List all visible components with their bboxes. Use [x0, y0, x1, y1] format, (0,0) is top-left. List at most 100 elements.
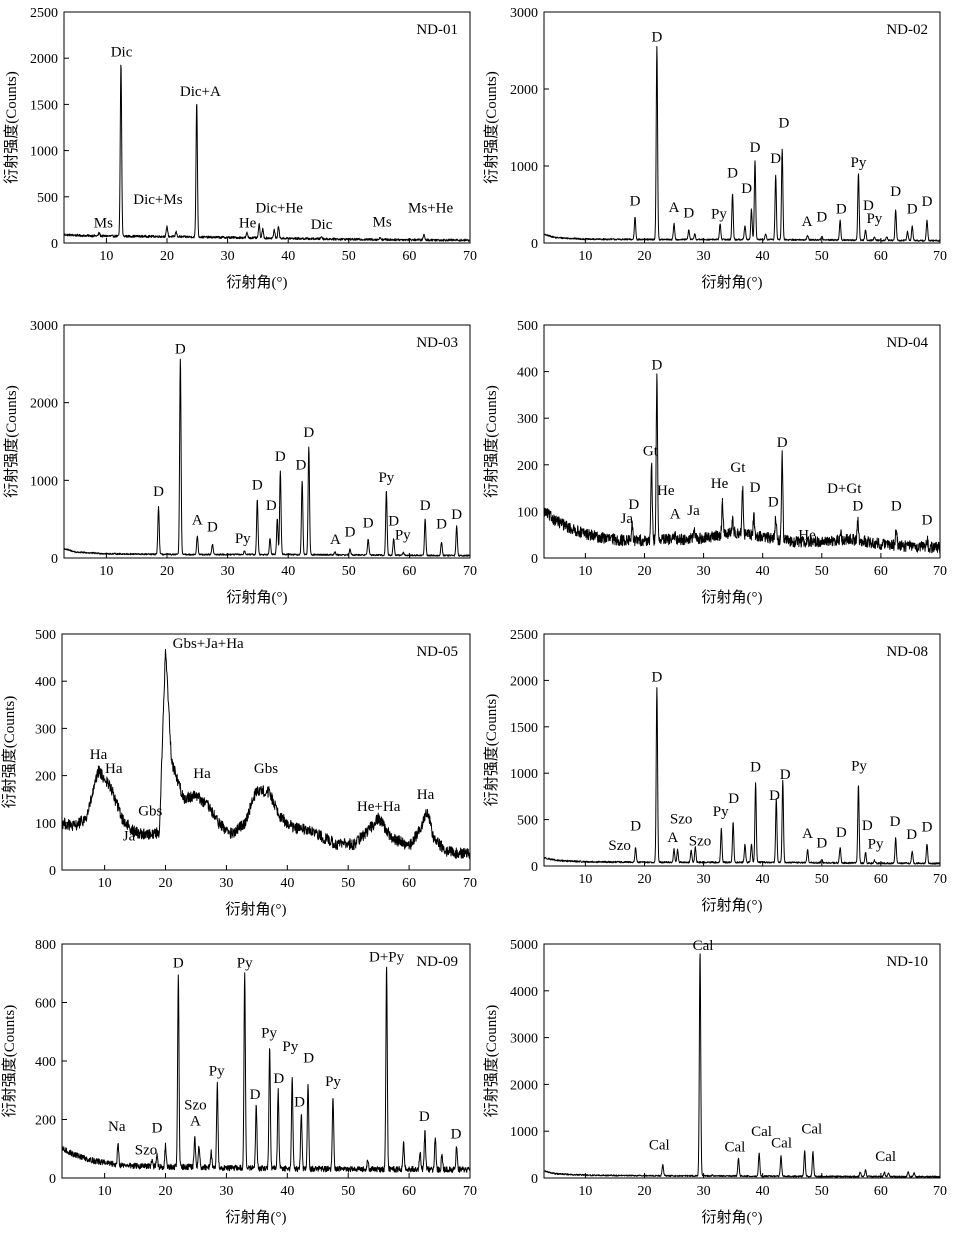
peak-annotation: Szo: [670, 811, 693, 827]
x-tick-label: 30: [697, 872, 711, 887]
peak-annotation: D: [152, 1121, 163, 1137]
x-axis-title: 衍射角(°): [702, 897, 763, 914]
chart-panel-nd-08: 10 20 30 40 50 60 70 0 500 1000 1500 2000 2500 衍射角(°)…: [483, 628, 947, 914]
y-tick-label: 2000: [510, 1078, 538, 1093]
x-tick-label: 30: [219, 1184, 233, 1199]
peak-annotation: Ha: [90, 747, 108, 763]
x-tick-label: 40: [281, 249, 295, 264]
peak-annotation: Cal: [875, 1149, 896, 1165]
peak-annotation: D: [388, 513, 399, 529]
plot-frame: [543, 324, 941, 559]
peak-annotation: Ha: [193, 766, 211, 782]
y-tick-label: 2000: [30, 397, 58, 412]
x-tick-label: 20: [637, 1184, 651, 1199]
x-tick-label: 50: [341, 876, 355, 891]
peak-annotation: D: [451, 1127, 462, 1143]
x-tick-label: 50: [342, 564, 356, 579]
y-tick-label: 200: [35, 770, 56, 785]
peak-annotation: D: [768, 495, 779, 511]
x-tick-label: 40: [756, 872, 770, 887]
y-tick-label: 1000: [510, 160, 538, 175]
peak-annotation: Gt: [730, 460, 746, 476]
x-tick-label: 60: [874, 249, 888, 264]
plot-frame: [61, 943, 471, 1179]
peak-annotation: D: [651, 29, 662, 45]
y-axis-title: 衍射强度(Counts): [1, 696, 18, 809]
chart-panel-nd-01: 10 20 30 40 50 60 70 0 500 1000 1500 2000 2500 衍射角(°)…: [3, 6, 477, 291]
peak-annotation: D: [777, 435, 788, 451]
peak-annotation: D: [651, 357, 662, 373]
peak-annotation: Cal: [801, 1122, 822, 1138]
x-tick-label: 20: [637, 249, 651, 264]
peak-annotation: He: [798, 527, 816, 543]
peak-annotation: D: [303, 1050, 314, 1066]
x-tick-label: 40: [281, 564, 295, 579]
y-tick-label: 400: [35, 1055, 56, 1070]
peak-annotation: Py: [209, 1064, 225, 1080]
plot-frame: [543, 633, 941, 867]
peak-annotation: D: [628, 497, 639, 513]
x-tick-label: 40: [756, 564, 770, 579]
peak-annotation: D: [294, 1094, 305, 1110]
peak-annotation: D: [922, 512, 933, 528]
y-tick-label: 400: [35, 675, 56, 690]
y-tick-label: 500: [37, 191, 58, 206]
peak-annotation: D: [173, 955, 184, 971]
y-tick-label: 300: [517, 412, 538, 427]
peak-annotation: Py: [235, 531, 251, 547]
y-tick-label: 100: [517, 505, 538, 520]
sample-title: ND-02: [886, 22, 928, 38]
peak-annotation: A: [802, 826, 813, 842]
plot-frame: [543, 943, 941, 1179]
peak-annotation: Py: [395, 527, 411, 543]
peak-annotation: Py: [851, 155, 867, 171]
xrd-pattern-line: [543, 373, 941, 554]
chart-panel-nd-10: 10 20 30 40 50 60 70 0 1000 2000 3000 4000 5000 衍射角(°…: [483, 938, 947, 1226]
peak-annotation: Py: [261, 1026, 277, 1042]
y-tick-label: 3000: [510, 1032, 538, 1047]
y-tick-label: 0: [49, 1172, 56, 1187]
peak-annotation: D: [266, 498, 277, 514]
x-axis-title: 衍射角(°): [702, 1209, 763, 1226]
x-tick-label: 10: [578, 872, 592, 887]
x-tick-label: 30: [221, 564, 235, 579]
y-axis-title: 衍射强度(Counts): [3, 385, 20, 498]
peak-annotation: Cal: [771, 1136, 792, 1152]
x-axis-title: 衍射角(°): [226, 1209, 287, 1226]
x-tick-label: 70: [933, 1184, 947, 1199]
peak-annotation: Cal: [751, 1124, 772, 1140]
x-tick-label: 60: [402, 564, 416, 579]
peak-annotation: D+Py: [369, 950, 405, 966]
peak-annotation: D: [273, 1071, 284, 1087]
y-tick-label: 0: [531, 1172, 538, 1187]
x-tick-label: 40: [756, 249, 770, 264]
x-tick-label: 60: [874, 872, 888, 887]
peak-annotation: Py: [237, 955, 253, 971]
peak-annotation: He+Ha: [357, 799, 401, 815]
peak-annotation: Cal: [649, 1137, 670, 1153]
x-axis-title: 衍射角(°): [702, 589, 763, 606]
y-tick-label: 1000: [30, 474, 58, 489]
x-tick-label: 20: [637, 872, 651, 887]
xrd-pattern-line: [543, 46, 941, 242]
peak-annotation: D: [153, 484, 164, 500]
y-tick-label: 500: [517, 814, 538, 829]
y-axis-title: 衍射强度(Counts): [3, 71, 20, 184]
peak-annotation: Gbs: [254, 761, 278, 777]
peak-annotation: Ha: [105, 761, 123, 777]
x-tick-label: 50: [815, 872, 829, 887]
peak-annotation: D: [420, 498, 431, 514]
peak-annotation: Szo: [689, 834, 712, 850]
x-tick-label: 10: [98, 1184, 112, 1199]
peak-annotation: D: [275, 449, 286, 465]
peak-annotation: He: [657, 483, 675, 499]
peak-annotation: D: [816, 835, 827, 851]
peak-annotation: D: [836, 202, 847, 218]
peak-annotation: D: [345, 524, 356, 540]
peak-annotation: A: [192, 513, 203, 529]
peak-annotation: D: [750, 480, 761, 496]
peak-annotation: Py: [325, 1074, 341, 1090]
peak-annotation: Dic+He: [255, 201, 303, 217]
xrd-pattern-line: [543, 953, 941, 1178]
x-tick-label: 10: [578, 1184, 592, 1199]
